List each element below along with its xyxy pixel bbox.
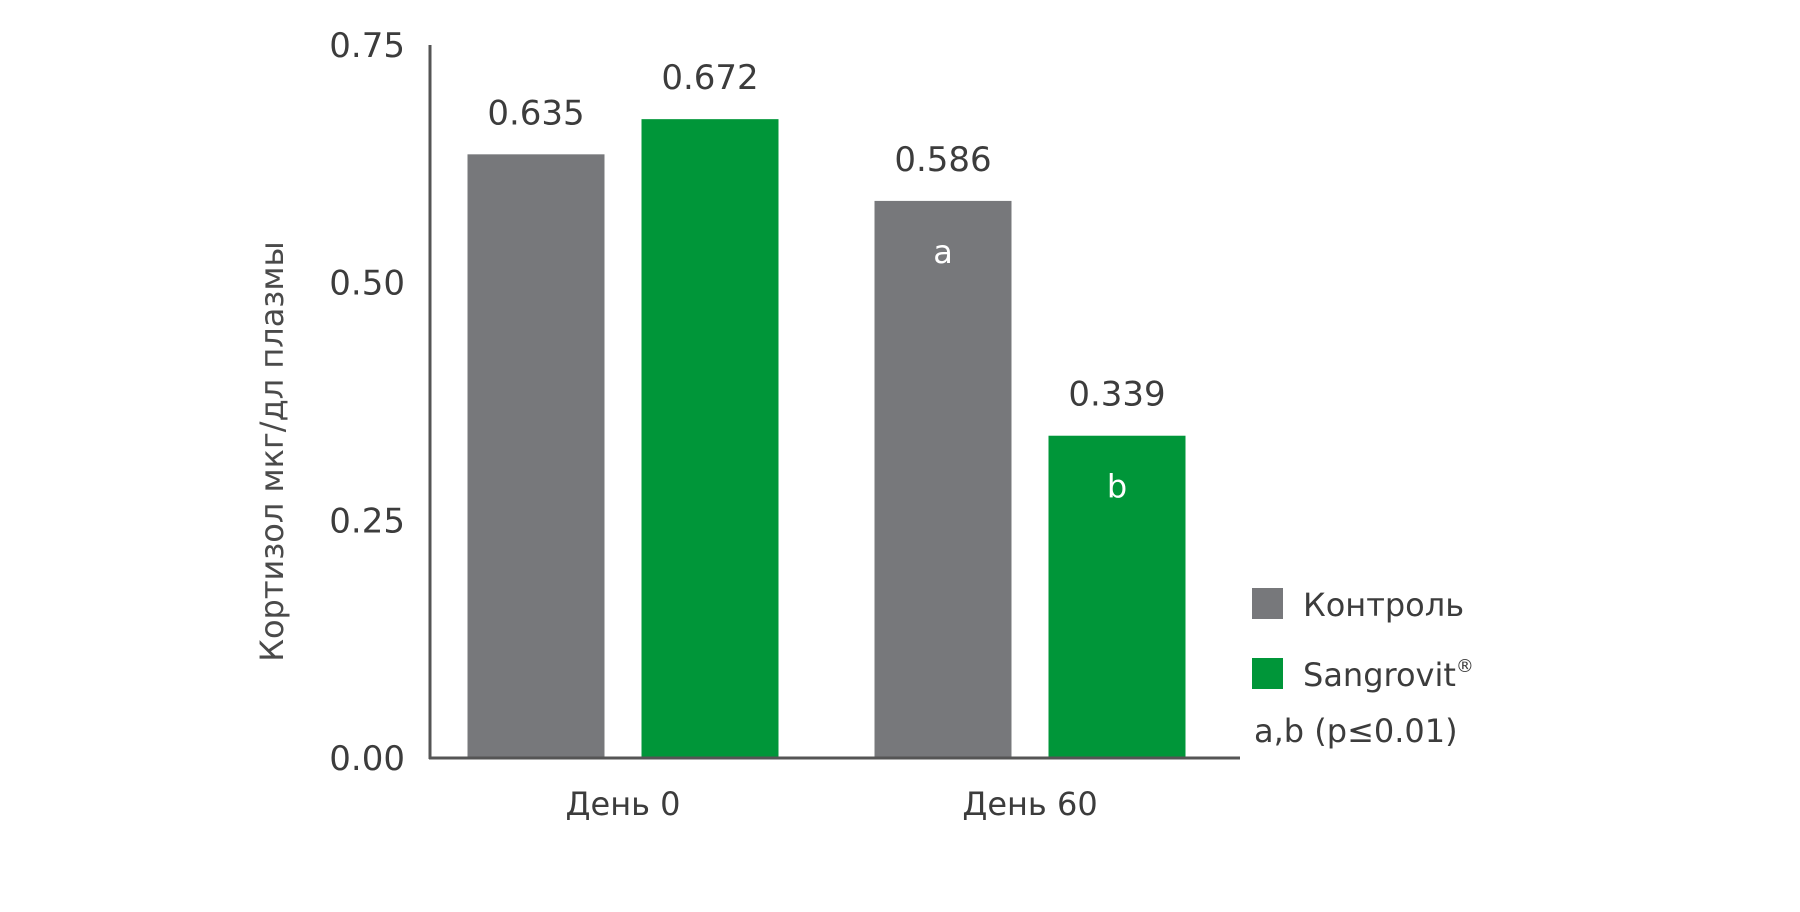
legend-label-superscript: ® — [1456, 656, 1474, 677]
bar-value-label: 0.672 — [661, 58, 758, 98]
bar-significance-label: b — [1107, 468, 1127, 506]
bars — [467, 119, 1186, 759]
y-tick-label: 0.25 — [329, 501, 405, 541]
legend-label: Контроль — [1303, 586, 1464, 624]
y-tick-label: 0.50 — [329, 264, 405, 304]
y-axis: 0.00 0.25 0.50 0.75 Кортизол мкг/дл плазмы — [253, 26, 432, 779]
y-axis-title: Кортизол мкг/дл плазмы — [253, 241, 291, 661]
bar-value-label: 0.635 — [487, 93, 584, 133]
y-tick-label: 0.75 — [329, 26, 405, 66]
legend-label-text: Контроль — [1303, 586, 1464, 624]
significance-note: a,b (p≤0.01) — [1254, 712, 1458, 750]
data-labels: 0.635 0.672 0.586 a 0.339 b — [487, 58, 1165, 506]
legend-label-text: Sangrovit — [1303, 656, 1456, 694]
bar-value-label: 0.339 — [1068, 375, 1165, 415]
bar-value-label: 0.586 — [894, 140, 991, 180]
legend-swatch — [1252, 658, 1283, 689]
x-axis: День 0 День 60 — [429, 756, 1240, 823]
y-tick-label: 0.00 — [329, 739, 405, 779]
x-category-label: День 0 — [566, 785, 681, 823]
bar — [467, 154, 605, 758]
legend-swatch — [1252, 588, 1283, 619]
bar — [1048, 435, 1186, 758]
bar — [874, 200, 1012, 759]
bar-significance-label: a — [933, 233, 953, 271]
legend: Контроль Sangrovit® a,b (p≤0.01) — [1252, 586, 1474, 750]
bar — [641, 119, 779, 759]
x-category-label: День 60 — [962, 785, 1097, 823]
legend-label: Sangrovit® — [1303, 656, 1474, 694]
